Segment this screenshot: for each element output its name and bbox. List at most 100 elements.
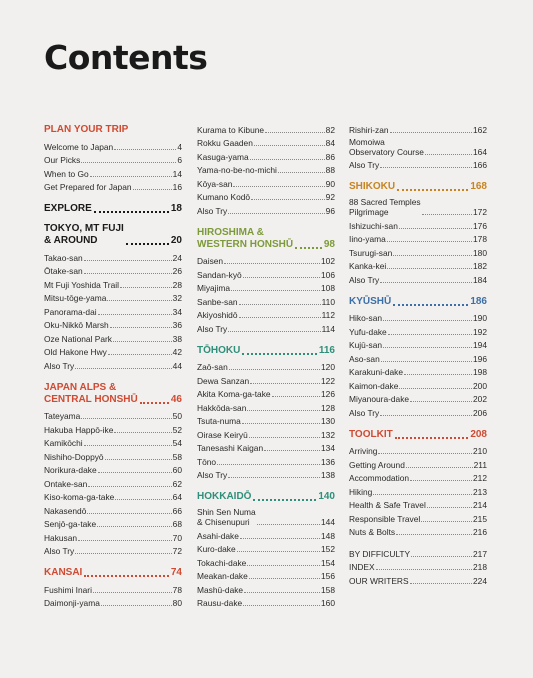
section-heading[interactable]: TŌHOKU 116 [197,345,335,357]
toc-entry[interactable]: Momoiwa Observatory Course 164 [349,135,487,157]
toc-entry[interactable]: Sandan-kyō 106 [197,266,335,280]
toc-entry[interactable]: Karakuni-dake 198 [349,364,487,377]
section-heading[interactable]: KANSAI 74 [44,567,182,579]
toc-entry[interactable]: Rishiri-zan 162 [349,121,487,135]
toc-entry[interactable]: Oku-Nikkō Marsh 36 [44,317,182,330]
toc-entry[interactable]: Meakan-dake 156 [197,568,335,581]
toc-entry[interactable]: Hakkōda-san 128 [197,399,335,413]
toc-entry[interactable]: Asahi-dake 148 [197,527,335,541]
toc-entry[interactable]: Zaō-san 120 [197,359,335,372]
toc-entry[interactable]: Kiso-koma-ga-take 64 [44,489,182,502]
toc-entry[interactable]: Ishizuchi-san 176 [349,217,487,231]
toc-entry[interactable]: Tokachi-dake 154 [197,554,335,568]
section-heading[interactable]: EXPLORE 18 [44,203,182,215]
toc-entry[interactable]: Rokku Gaaden 84 [197,135,335,148]
toc-entry[interactable]: Tanesashi Kaigan 134 [197,440,335,453]
toc-entry[interactable]: OUR WRITERS 224 [349,572,487,586]
toc-entry[interactable]: Takao-san 24 [44,249,182,263]
toc-entry[interactable]: When to Go 14 [44,165,182,179]
dot-leader [243,605,321,606]
toc-entry[interactable]: Also Try 114 [197,320,335,334]
toc-entry[interactable]: Hiko-san 190 [349,310,487,323]
toc-entry[interactable]: Panorama-dai 34 [44,303,182,317]
toc-entry[interactable]: Old Hakone Hwy 42 [44,344,182,357]
toc-entry[interactable]: Also Try 72 [44,543,182,556]
toc-entry[interactable]: Hakusan 70 [44,529,182,543]
toc-entry[interactable]: Nakasendō 66 [44,502,182,516]
toc-entry[interactable]: Ōtake-san 26 [44,263,182,276]
section-heading[interactable]: HOKKAIDŌ 140 [197,491,335,503]
section-page-number: 116 [318,344,335,356]
toc-section: PLAN YOUR TRIP Welcome to Japan 4 Our Picks… [44,124,182,192]
toc-entry[interactable]: Arriving 210 [349,443,487,456]
section-heading[interactable]: HIROSHIMA & WESTERN HONSHŪ 98 [197,227,335,251]
toc-entry[interactable]: Kanka-kei 182 [349,258,487,271]
toc-entry[interactable]: Also Try 166 [349,157,487,170]
toc-entry[interactable]: Tōno 136 [197,453,335,467]
toc-entry[interactable]: Akiyoshidō 112 [197,307,335,320]
toc-entry[interactable]: Akita Koma-ga-take 126 [197,386,335,399]
toc-entry[interactable]: Getting Around 211 [349,456,487,470]
toc-entry[interactable]: Kuro-dake 152 [197,541,335,554]
toc-entry[interactable]: Miyanoura-dake 202 [349,391,487,404]
section-heading[interactable]: PLAN YOUR TRIP [44,124,182,136]
toc-entry[interactable]: Mitsu-tōge-yama 32 [44,290,182,303]
toc-entry[interactable]: BY DIFFICULTY 217 [349,545,487,559]
toc-entry[interactable]: Also Try 96 [197,202,335,216]
toc-entry[interactable]: Norikura-dake 60 [44,462,182,475]
section-heading[interactable]: TOKYO, MT FUJI & AROUND 20 [44,223,182,247]
section-heading[interactable]: TOOLKIT 208 [349,429,487,441]
toc-entry[interactable]: Tsurugi-san 180 [349,244,487,258]
toc-entry[interactable]: Kaimon-dake 200 [349,377,487,391]
toc-entry[interactable]: Kumano Kodō 92 [197,189,335,202]
toc-entry[interactable]: Sanbe-san 110 [197,293,335,307]
toc-entry[interactable]: Kurama to Kibune 82 [197,121,335,135]
toc-entry[interactable]: Daisen 102 [197,253,335,266]
toc-entry[interactable]: Our Picks 6 [44,152,182,165]
toc-entry[interactable]: Nishiho-Doppyō 58 [44,448,182,462]
toc-entry[interactable]: Dewa Sanzan 122 [197,372,335,386]
toc-entry[interactable]: Get Prepared for Japan 16 [44,179,182,192]
toc-entry[interactable]: Also Try 206 [349,404,487,418]
toc-entry[interactable]: Kōya-san 90 [197,175,335,189]
section-heading-label: KYŪSHŪ [349,295,392,307]
toc-entry[interactable]: Oirase Keiryū 132 [197,426,335,440]
toc-entry[interactable]: Kasuga-yama 86 [197,148,335,162]
toc-entry[interactable]: Yufu-dake 192 [349,323,487,337]
toc-entry[interactable]: Welcome to Japan 4 [44,138,182,152]
toc-entry[interactable]: Kamikōchi 54 [44,435,182,448]
toc-entry[interactable]: Hakuba Happō-ike 52 [44,421,182,435]
toc-entry[interactable]: Responsible Travel 215 [349,510,487,524]
toc-entry[interactable]: Oze National Park 38 [44,330,182,344]
toc-entry[interactable]: Accommodation 212 [349,470,487,483]
toc-entry[interactable]: Yama-no-be-no-michi 88 [197,162,335,175]
toc-entry[interactable]: Aso-san 196 [349,350,487,364]
section-heading[interactable]: JAPAN ALPS & CENTRAL HONSHŪ 46 [44,382,182,406]
toc-entry[interactable]: 88 Sacred Temples Pilgrimage 172 [349,195,487,217]
toc-entry[interactable]: Also Try 184 [349,271,487,285]
toc-entry[interactable]: Tsuta-numa 130 [197,413,335,426]
toc-entry[interactable]: Daimonji-yama 80 [44,595,182,608]
toc-entry[interactable]: Tateyama 50 [44,408,182,421]
toc-column-3: Rishiri-zan 162 Momoiwa Observatory Course… [349,121,487,586]
toc-entry[interactable]: Fushimi Inari 78 [44,581,182,595]
toc-entry[interactable]: Iino-yama 178 [349,231,487,244]
toc-entry[interactable]: Kujū-san 194 [349,337,487,350]
section-heading[interactable]: KYŪSHŪ 186 [349,296,487,308]
toc-entry[interactable]: Also Try 44 [44,357,182,371]
toc-entry[interactable]: Health & Safe Travel 214 [349,497,487,510]
toc-entry-label: Mt Fuji Yoshida Trail [44,279,119,290]
toc-entry[interactable]: Rausu-dake 160 [197,595,335,608]
section-heading[interactable]: SHIKOKU 168 [349,181,487,193]
toc-entry[interactable]: Mashū-dake 158 [197,581,335,595]
toc-entry[interactable]: Nuts & Bolts 216 [349,524,487,537]
toc-entry[interactable]: Also Try 138 [197,467,335,480]
dot-leader [380,414,473,416]
toc-entry[interactable]: Miyajima 108 [197,280,335,293]
toc-entry[interactable]: INDEX 218 [349,559,487,572]
toc-entry[interactable]: Shin Sen Numa & Chisenupuri 144 [197,505,335,527]
toc-entry[interactable]: Senjō-ga-take 68 [44,516,182,529]
toc-entry[interactable]: Ontake-san 62 [44,475,182,489]
toc-entry[interactable]: Mt Fuji Yoshida Trail 28 [44,276,182,290]
toc-entry[interactable]: Hiking 213 [349,483,487,497]
